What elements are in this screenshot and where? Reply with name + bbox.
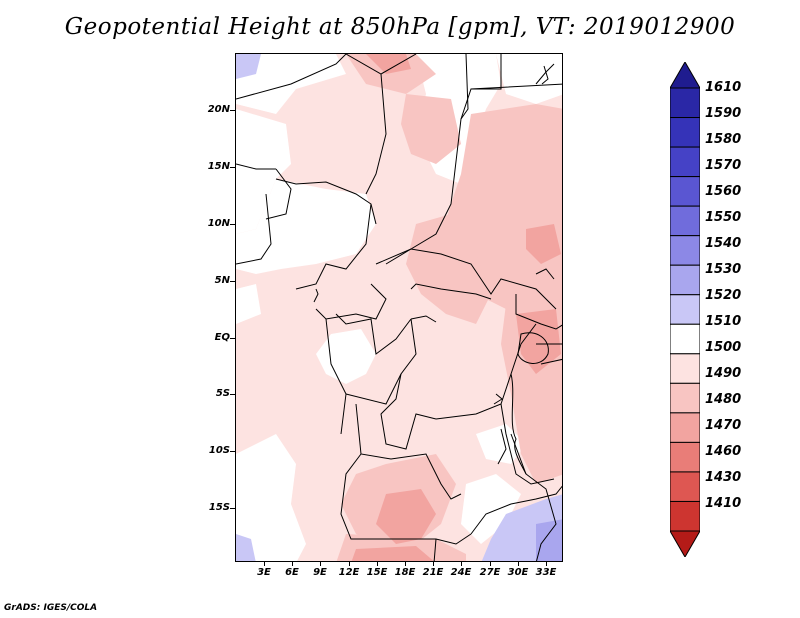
lat-label-10s: 10S xyxy=(208,445,230,456)
field-region-1510 xyxy=(316,329,376,384)
colorbar-label: 1580 xyxy=(705,132,742,147)
colorbar-label: 1570 xyxy=(705,158,742,173)
colorbar-segment xyxy=(670,87,700,119)
lat-tick xyxy=(230,451,235,452)
lat-label-10n: 10N xyxy=(207,218,230,229)
field-region-1510 xyxy=(236,434,306,561)
colorbar-label: 1590 xyxy=(705,106,742,121)
grads-credit: GrADS: IGES/COLA xyxy=(4,603,98,613)
colorbar-segment xyxy=(670,353,700,384)
lon-label-18e: 18E xyxy=(394,567,416,578)
colorbar-segment xyxy=(670,176,700,207)
lon-label-30e: 30E xyxy=(507,567,529,578)
colorbar-label: 1510 xyxy=(705,314,742,329)
lon-tick xyxy=(518,562,519,566)
field-map-svg xyxy=(236,54,562,561)
colorbar-segment xyxy=(670,500,700,532)
field-region-1510 xyxy=(461,474,521,544)
field-region-1480 xyxy=(526,224,561,264)
lon-tick xyxy=(349,562,350,566)
field-region-1530 xyxy=(536,519,562,561)
lon-tick xyxy=(490,562,491,566)
lat-tick xyxy=(230,394,235,395)
colorbar-label: 1500 xyxy=(705,340,742,355)
lat-label-5n: 5N xyxy=(214,275,230,286)
map-title: Geopotential Height at 850hPa [gpm], VT:… xyxy=(64,14,736,40)
field-region-1510 xyxy=(236,284,261,324)
colorbar-label: 1520 xyxy=(705,288,742,303)
field-region-1480 xyxy=(366,54,411,74)
colorbar-segment xyxy=(670,235,700,266)
lon-tick xyxy=(320,562,321,566)
field-region-1520 xyxy=(236,534,256,561)
colorbar-label: 1550 xyxy=(705,210,742,225)
field-region-1480 xyxy=(376,489,436,544)
field-region-1510 xyxy=(476,424,526,464)
colorbar-label: 1490 xyxy=(705,366,742,381)
lon-tick xyxy=(292,562,293,566)
colorbar-segment xyxy=(670,530,700,557)
lon-tick xyxy=(546,562,547,566)
colorbar-label: 1480 xyxy=(705,392,742,407)
colorbar-label: 1610 xyxy=(705,80,742,95)
field-region-1510 xyxy=(496,54,562,104)
lon-tick xyxy=(405,562,406,566)
lon-label-24e: 24E xyxy=(450,567,472,578)
lon-label-15e: 15E xyxy=(366,567,388,578)
colorbar-segment xyxy=(670,117,700,148)
lon-label-9e: 9E xyxy=(313,567,327,578)
lat-tick xyxy=(230,167,235,168)
lat-tick xyxy=(230,110,235,111)
colorbar-label: 1430 xyxy=(705,470,742,485)
colorbar-segment xyxy=(670,382,700,414)
colorbar-segment xyxy=(670,264,700,296)
country-borders xyxy=(236,54,562,561)
field-region-1510 xyxy=(236,109,291,234)
lat-tick xyxy=(230,508,235,509)
lat-label-15s: 15S xyxy=(208,502,230,513)
lon-label-3e: 3E xyxy=(257,567,271,578)
lon-tick xyxy=(433,562,434,566)
map-plot-area xyxy=(235,53,563,562)
lon-label-6e: 6E xyxy=(285,567,299,578)
lat-tick xyxy=(230,338,235,339)
colorbar-label: 1540 xyxy=(705,236,742,251)
field-region-1490 xyxy=(401,94,461,164)
field-region-1510 xyxy=(236,179,376,274)
field-region-1480 xyxy=(516,309,561,374)
colorbar-label: 1410 xyxy=(705,496,742,511)
field-region-1490 xyxy=(346,54,436,94)
lat-label-15n: 15N xyxy=(207,161,230,172)
colorbar-segment xyxy=(670,441,700,473)
colorbar-label: 1530 xyxy=(705,262,742,277)
field-region-1490 xyxy=(406,214,491,324)
lon-tick xyxy=(377,562,378,566)
lakes-and-coast xyxy=(313,65,555,475)
colorbar-label: 1470 xyxy=(705,418,742,433)
field-region-1520 xyxy=(236,54,261,79)
lat-tick xyxy=(230,224,235,225)
colorbar-segment xyxy=(670,412,700,443)
field-region-1480 xyxy=(351,546,434,561)
lon-tick xyxy=(461,562,462,566)
colorbar-segment xyxy=(670,471,700,502)
lat-label-eq: EQ xyxy=(214,332,230,343)
colorbar-label: 1460 xyxy=(705,444,742,459)
lon-label-27e: 27E xyxy=(479,567,501,578)
colorbar-label: 1560 xyxy=(705,184,742,199)
colorbar xyxy=(670,62,700,557)
colorbar-segment xyxy=(670,205,700,237)
lat-label-20n: 20N xyxy=(207,104,230,115)
colorbar-segment xyxy=(670,294,700,325)
lon-label-12e: 12E xyxy=(338,567,360,578)
colorbar-segment xyxy=(670,323,700,355)
lon-tick xyxy=(264,562,265,566)
lat-tick xyxy=(230,281,235,282)
lat-label-5s: 5S xyxy=(215,388,230,399)
colorbar-segment xyxy=(670,62,700,89)
lon-label-21e: 21E xyxy=(422,567,444,578)
lon-label-33e: 33E xyxy=(535,567,557,578)
colorbar-segment xyxy=(670,146,700,178)
